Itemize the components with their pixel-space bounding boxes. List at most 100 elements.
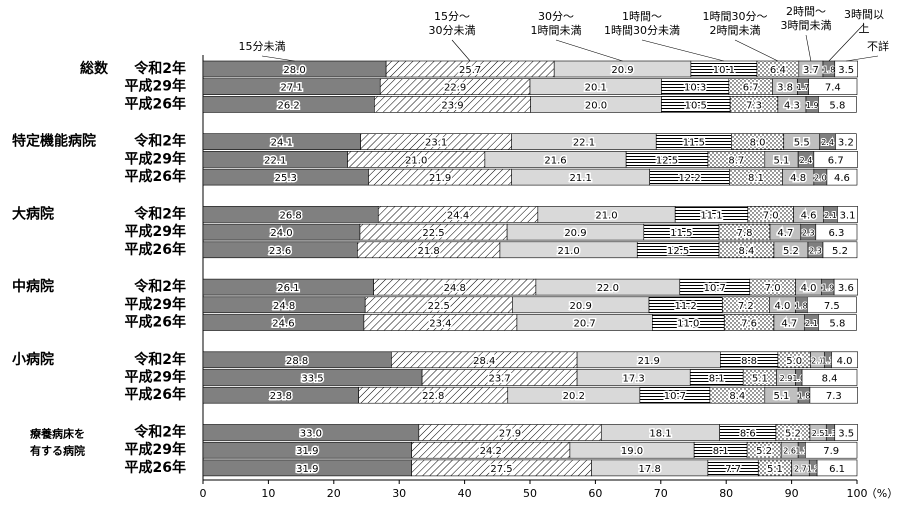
data-label: 2.3 [802,229,815,238]
data-label: 23.8 [270,391,292,402]
data-label: 28.4 [473,356,495,367]
data-label: 22.5 [428,301,450,312]
data-label: 5.2 [783,246,799,257]
y-tick-label: 平成26年 [125,168,186,185]
data-label: 24.4 [447,210,469,221]
data-label: 7.5 [824,301,840,312]
y-tick-label: 平成26年 [125,459,186,476]
data-label: 7.7 [725,464,741,475]
data-label: 22.5 [422,228,444,239]
data-label: 1.8 [798,392,811,401]
data-label: 33.5 [301,374,323,385]
y-tick-label: 平成29年 [125,369,186,386]
data-label: 2.1 [824,211,837,220]
data-label: 12.5 [656,155,678,166]
bar-segment [818,314,857,331]
bar-segment [826,168,858,186]
data-label: 24.8 [273,301,295,312]
data-label: 2.1 [811,356,824,365]
data-label: 2.4 [821,138,834,147]
data-label: 8.8 [741,356,757,367]
bar-segment [835,133,857,150]
data-label: 11.0 [677,319,699,330]
bar-segment [801,369,858,386]
data-label: 22.8 [422,391,444,402]
data-label: 23.9 [441,100,463,111]
data-label: 23.1 [425,138,447,149]
group-label: 中病院 [12,278,54,295]
data-label: 2.7 [794,464,807,473]
bar-segment [833,278,858,296]
y-tick-label: 平成29年 [125,296,186,313]
legend-leader [828,23,865,62]
data-label: 12.5 [667,246,689,257]
y-tick-label: 平成26年 [125,386,186,403]
data-label: 10.3 [684,83,706,94]
group-label: 療養病床を [30,427,85,441]
data-label: 5.2 [785,429,801,440]
bar-segment [831,351,858,369]
bar-segment [809,386,858,404]
legend-leader [261,55,295,62]
x-tick-label: 0 [200,487,207,500]
data-label: 6.4 [770,65,786,76]
x-tick-label: 70 [654,487,668,500]
data-label: 22.9 [444,83,466,94]
legend-label: 15分未満 [238,40,286,53]
data-label: 25.7 [459,65,481,76]
bar-segment [816,459,858,477]
data-label: 7.6 [741,319,757,330]
group-label: 有する病院 [30,444,85,458]
data-label: 1.1 [795,447,808,456]
bar-segment [806,296,857,314]
data-label: 2.6 [783,447,796,456]
data-label: 1.8 [795,301,808,310]
data-label: 21.1 [570,173,592,184]
data-label: 22.0 [597,283,619,294]
legend-leader [805,34,812,62]
x-axis-label: （%） [866,487,898,500]
data-label: 1.2 [807,464,820,473]
bar-segment [818,96,857,113]
data-label: 10.7 [704,283,726,294]
data-label: 7.2 [738,301,754,312]
data-label: 19.0 [621,446,643,457]
data-label: 24.0 [270,228,292,239]
data-label: 11.2 [675,301,697,312]
data-label: 8.1 [709,374,725,385]
data-label: 24.8 [444,283,466,294]
legend-label: 3時間以上 [844,8,884,35]
y-tick-label: 平成26年 [125,241,186,258]
data-label: 22.1 [573,138,595,149]
y-tick-label: 令和2年 [133,424,186,441]
data-label: 8.0 [750,138,766,149]
data-label: 6.7 [743,83,759,94]
data-label: 8.1 [748,173,764,184]
data-label: 1.3 [824,429,837,438]
x-tick-label: 100 [847,487,868,500]
data-label: 33.0 [300,429,322,440]
data-label: 10.5 [685,100,707,111]
data-label: 24.6 [272,319,294,330]
data-label: 23.4 [429,319,451,330]
data-label: 7.4 [825,83,841,94]
data-label: 5.0 [786,356,802,367]
legend-label: 不詳 [867,40,889,53]
data-label: 3.5 [838,429,854,440]
data-label: 17.8 [639,464,661,475]
data-label: 5.1 [774,391,790,402]
y-tick-label: 平成26年 [125,95,186,112]
bar-segment [815,223,858,241]
legend-label: 15分～ 30分未満 [428,10,476,37]
data-label: 27.1 [280,83,302,94]
group-label: 特定機能病院 [12,133,96,150]
data-label: 4.0 [801,283,817,294]
data-label: 8.7 [728,155,744,166]
data-label: 1.9 [806,101,819,110]
data-label: 7.9 [823,446,839,457]
data-label: 6.3 [828,228,844,239]
legend-leader [451,39,471,62]
data-label: 28.0 [283,65,305,76]
